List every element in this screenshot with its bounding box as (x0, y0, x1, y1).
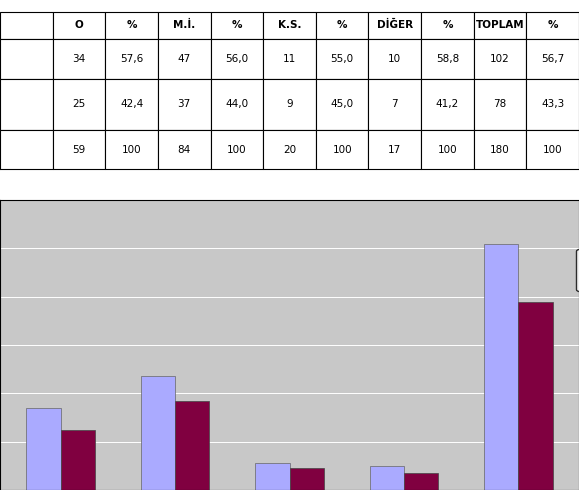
Bar (255, 464, 290, 490)
Bar (26, 408, 61, 490)
Bar (290, 468, 324, 490)
Bar (369, 466, 404, 490)
Bar (175, 401, 210, 490)
Bar (61, 430, 95, 490)
Bar (404, 473, 438, 490)
Bar (141, 376, 175, 490)
Bar (484, 244, 518, 490)
Legend: Müş., Müşt. Yön.: Müş., Müşt. Yön. (577, 249, 579, 292)
Bar (518, 301, 553, 490)
